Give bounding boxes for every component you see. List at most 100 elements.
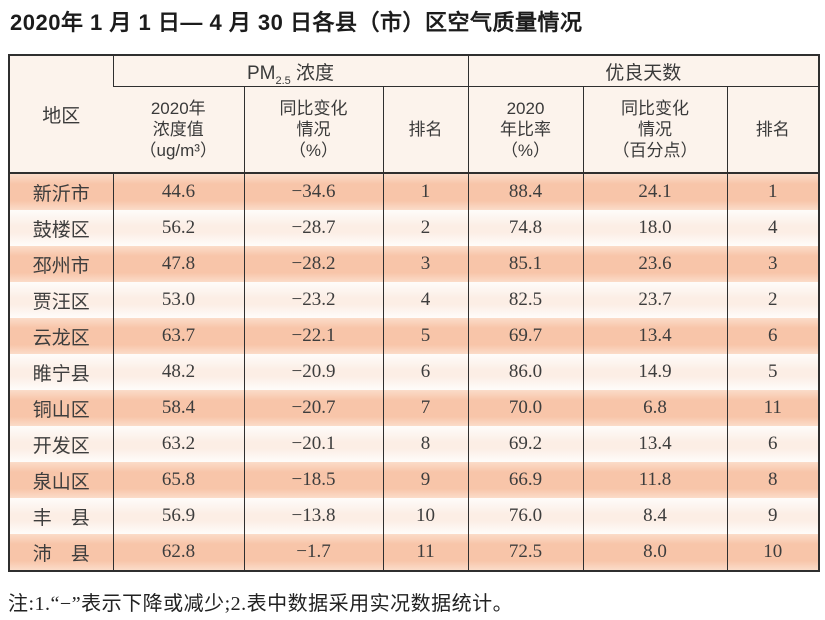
pm-change-cell: −28.7 (243, 210, 383, 246)
header-good-rank: 排名 (726, 86, 820, 174)
air-quality-table: 地区 PM2.5 浓度 优良天数 2020年 浓度值 （ug/m³） 同比变化 … (8, 54, 821, 572)
page-title: 2020年 1 月 1 日— 4 月 30 日各县（市）区空气质量情况 (10, 10, 583, 35)
pm-change-cell: −23.2 (243, 282, 383, 318)
good-change-cell: 23.7 (582, 282, 727, 318)
table-row: 睢宁县 48.2 −20.9 6 86.0 14.9 5 (9, 354, 820, 390)
pm-change-cell: −1.7 (243, 534, 383, 571)
header-good-ratio: 2020 年比率 （%） (467, 86, 583, 174)
good-ratio-cell: 69.7 (467, 318, 583, 354)
pm-value-cell: 63.7 (112, 318, 244, 354)
region-cell: 邳州市 (9, 246, 113, 282)
good-change-cell: 13.4 (582, 426, 727, 462)
pm-rank-cell: 8 (382, 426, 468, 462)
good-rank-cell: 3 (726, 246, 820, 282)
pm-change-cell: −34.6 (243, 173, 383, 210)
good-ratio-cell: 74.8 (467, 210, 583, 246)
pm-rank-cell: 4 (382, 282, 468, 318)
pm-rank-cell: 7 (382, 390, 468, 426)
good-ratio-cell: 85.1 (467, 246, 583, 282)
good-ratio-cell: 70.0 (467, 390, 583, 426)
good-change-cell: 24.1 (582, 173, 727, 210)
table-row: 丰 县 56.9 −13.8 10 76.0 8.4 9 (9, 498, 820, 534)
pm-rank-cell: 3 (382, 246, 468, 282)
pm-rank-cell: 9 (382, 462, 468, 498)
header-good-days-group: 优良天数 (467, 55, 820, 87)
pm-value-cell: 58.4 (112, 390, 244, 426)
pm-value-cell: 47.8 (112, 246, 244, 282)
table-row: 泉山区 65.8 −18.5 9 66.9 11.8 8 (9, 462, 820, 498)
pm-change-cell: −18.5 (243, 462, 383, 498)
pm-value-cell: 56.9 (112, 498, 244, 534)
good-change-cell: 8.0 (582, 534, 727, 571)
good-ratio-cell: 82.5 (467, 282, 583, 318)
good-rank-cell: 11 (726, 390, 820, 426)
good-change-cell: 6.8 (582, 390, 727, 426)
pm-value-cell: 48.2 (112, 354, 244, 390)
good-change-cell: 14.9 (582, 354, 727, 390)
pm-value-cell: 62.8 (112, 534, 244, 571)
pm-rank-cell: 2 (382, 210, 468, 246)
good-rank-cell: 9 (726, 498, 820, 534)
pm-rank-cell: 6 (382, 354, 468, 390)
good-rank-cell: 2 (726, 282, 820, 318)
header-pm-change: 同比变化 情况 （%） (243, 86, 383, 174)
pm-rank-cell: 1 (382, 173, 468, 210)
good-ratio-cell: 86.0 (467, 354, 583, 390)
header-region: 地区 (9, 55, 113, 174)
header-pm-rank: 排名 (382, 86, 468, 174)
pm-rank-cell: 10 (382, 498, 468, 534)
pm-change-cell: −13.8 (243, 498, 383, 534)
table-row: 开发区 63.2 −20.1 8 69.2 13.4 6 (9, 426, 820, 462)
good-ratio-cell: 66.9 (467, 462, 583, 498)
table-row: 邳州市 47.8 −28.2 3 85.1 23.6 3 (9, 246, 820, 282)
table-row: 沛 县 62.8 −1.7 11 72.5 8.0 10 (9, 534, 820, 571)
pm-change-cell: −28.2 (243, 246, 383, 282)
table-row: 贾汪区 53.0 −23.2 4 82.5 23.7 2 (9, 282, 820, 318)
table-row: 云龙区 63.7 −22.1 5 69.7 13.4 6 (9, 318, 820, 354)
good-change-cell: 23.6 (582, 246, 727, 282)
pm-value-cell: 53.0 (112, 282, 244, 318)
pm-change-cell: −22.1 (243, 318, 383, 354)
good-rank-cell: 5 (726, 354, 820, 390)
region-cell: 鼓楼区 (9, 210, 113, 246)
pm-rank-cell: 11 (382, 534, 468, 571)
pm-group-suffix: 浓度 (290, 62, 335, 84)
pm-value-cell: 56.2 (112, 210, 244, 246)
region-cell: 泉山区 (9, 462, 113, 498)
good-change-cell: 18.0 (582, 210, 727, 246)
region-cell: 新沂市 (9, 173, 113, 210)
good-ratio-cell: 69.2 (467, 426, 583, 462)
header-good-change: 同比变化 情况 （百分点） (582, 86, 727, 174)
pm-value-cell: 63.2 (112, 426, 244, 462)
good-ratio-cell: 72.5 (467, 534, 583, 571)
good-ratio-cell: 76.0 (467, 498, 583, 534)
region-cell: 开发区 (9, 426, 113, 462)
good-rank-cell: 6 (726, 426, 820, 462)
header-pm-group: PM2.5 浓度 (112, 55, 468, 87)
region-cell: 云龙区 (9, 318, 113, 354)
table-row: 新沂市 44.6 −34.6 1 88.4 24.1 1 (9, 173, 820, 210)
pm-rank-cell: 5 (382, 318, 468, 354)
pm-group-subscript: 2.5 (275, 74, 291, 87)
region-cell: 贾汪区 (9, 282, 113, 318)
pm-value-cell: 65.8 (112, 462, 244, 498)
header-sub-row: 2020年 浓度值 （ug/m³） 同比变化 情况 （%） 排名 2020 年比… (9, 86, 820, 174)
good-rank-cell: 10 (726, 534, 820, 571)
pm-change-cell: −20.9 (243, 354, 383, 390)
good-change-cell: 13.4 (582, 318, 727, 354)
pm-change-cell: −20.1 (243, 426, 383, 462)
region-cell: 睢宁县 (9, 354, 113, 390)
region-cell: 铜山区 (9, 390, 113, 426)
table-row: 铜山区 58.4 −20.7 7 70.0 6.8 11 (9, 390, 820, 426)
footnote: 注:1.“−”表示下降或减少;2.表中数据采用实况数据统计。 (8, 593, 514, 615)
header-pm-value: 2020年 浓度值 （ug/m³） (113, 86, 244, 174)
region-cell: 丰 县 (9, 498, 113, 534)
good-ratio-cell: 88.4 (467, 173, 583, 210)
good-change-cell: 8.4 (582, 498, 727, 534)
good-rank-cell: 8 (726, 462, 820, 498)
table-row: 鼓楼区 56.2 −28.7 2 74.8 18.0 4 (9, 210, 820, 246)
pm-value-cell: 44.6 (112, 173, 244, 210)
good-rank-cell: 4 (726, 210, 820, 246)
pm-group-prefix: PM (246, 62, 276, 84)
